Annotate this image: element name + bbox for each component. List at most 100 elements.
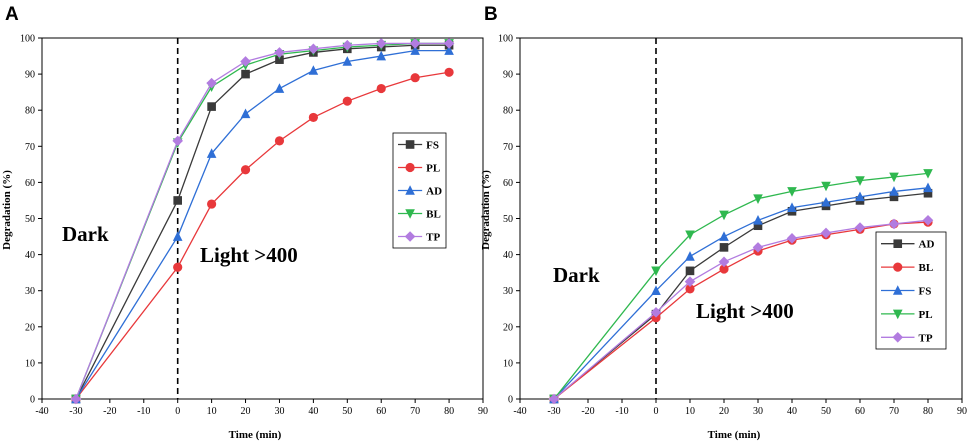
data-point <box>444 45 454 55</box>
x-tick-label: 10 <box>207 406 217 417</box>
data-point <box>752 242 764 253</box>
y-tick-label: 50 <box>503 214 513 225</box>
data-point <box>444 67 454 77</box>
x-tick-label: -20 <box>103 406 116 417</box>
legend-marker <box>405 140 415 149</box>
light-annotation: Light >400 <box>200 243 298 267</box>
x-tick-label: 10 <box>685 406 695 417</box>
light-annotation: Light >400 <box>696 299 794 323</box>
data-point <box>821 181 831 192</box>
x-tick-label: 80 <box>444 406 454 417</box>
data-point <box>240 108 251 119</box>
x-tick-label: -40 <box>35 406 48 417</box>
panel-letter: B <box>484 4 498 25</box>
data-point <box>376 83 386 94</box>
y-tick-label: 0 <box>30 395 35 406</box>
y-tick-label: 100 <box>20 34 35 45</box>
y-axis-title: Degradation (%) <box>480 170 492 250</box>
data-point <box>718 256 730 268</box>
data-point <box>548 393 560 405</box>
x-tick-label: -10 <box>137 406 150 417</box>
data-point <box>206 77 217 89</box>
data-point <box>207 102 216 111</box>
data-point <box>173 196 182 205</box>
y-tick-label: 20 <box>503 322 513 333</box>
legend-marker <box>892 285 903 295</box>
y-tick-label: 100 <box>498 34 513 45</box>
series-line <box>553 219 929 400</box>
data-point <box>685 266 695 276</box>
x-tick-label: 50 <box>342 406 352 417</box>
x-tick-label: -40 <box>513 406 526 417</box>
x-tick-label: 50 <box>821 406 831 417</box>
panel-a: A -40 -30 -20 -10 0 10 20 30 40 50 60 70 80 90 0 10 20 30 4… <box>1 4 488 441</box>
data-point <box>651 285 661 295</box>
dark-annotation: Dark <box>62 222 109 246</box>
x-tick-label: -30 <box>547 406 560 417</box>
x-tick-label: 70 <box>410 406 420 417</box>
series-tp <box>548 215 934 405</box>
data-point <box>719 264 729 274</box>
series-fs <box>549 182 933 404</box>
x-tick-label: 30 <box>274 406 284 417</box>
legend-label: TP <box>426 232 440 244</box>
data-point <box>719 243 729 252</box>
x-axis-title: Time (min) <box>229 429 282 441</box>
data-point <box>274 83 285 93</box>
data-point <box>650 307 662 318</box>
legend-marker <box>405 185 415 195</box>
data-point <box>685 251 695 261</box>
legend-label: PL <box>919 309 933 321</box>
series-line <box>553 192 929 400</box>
x-tick-label: 40 <box>308 406 318 417</box>
series-tp <box>70 38 455 405</box>
legend-marker <box>893 239 903 248</box>
y-tick-label: 90 <box>25 70 35 81</box>
data-point <box>923 169 933 179</box>
x-tick-label: -30 <box>69 406 82 417</box>
data-point <box>854 222 866 233</box>
y-tick-label: 40 <box>25 250 35 261</box>
data-point <box>855 176 865 186</box>
data-point <box>409 38 421 49</box>
data-point <box>786 233 798 244</box>
data-point <box>410 45 420 55</box>
y-tick-label: 30 <box>25 286 35 297</box>
x-tick-label: 80 <box>923 406 933 417</box>
data-point <box>342 39 353 51</box>
legend-label: AD <box>919 239 935 251</box>
data-point <box>821 196 831 207</box>
x-tick-label: 0 <box>175 406 180 417</box>
data-point <box>240 56 251 67</box>
y-tick-label: 70 <box>503 142 513 153</box>
y-tick-label: 80 <box>503 106 513 117</box>
series-line <box>75 49 450 400</box>
data-point <box>889 186 899 196</box>
data-point <box>889 192 899 202</box>
data-point <box>888 218 900 230</box>
data-point <box>207 199 217 209</box>
x-axis-title: Time (min) <box>708 429 761 441</box>
y-axis-title: Degradation (%) <box>1 170 13 250</box>
legend-marker <box>404 231 416 242</box>
data-point <box>651 313 661 323</box>
y-tick-label: 20 <box>25 322 35 333</box>
y-tick-label: 60 <box>25 178 35 189</box>
series-line <box>75 44 450 400</box>
data-point <box>274 136 285 146</box>
legend-label: FS <box>426 140 439 152</box>
data-point <box>685 284 695 294</box>
x-tick-label: -20 <box>581 406 594 417</box>
legend-label: TP <box>919 332 933 344</box>
x-tick-label: 20 <box>241 406 251 417</box>
series-line <box>553 221 929 400</box>
data-point <box>308 43 319 55</box>
legend-label: BL <box>919 262 934 274</box>
data-point <box>308 65 319 75</box>
data-point <box>70 393 82 405</box>
data-point <box>376 50 387 61</box>
y-tick-label: 10 <box>25 358 35 369</box>
y-tick-label: 0 <box>508 395 513 406</box>
data-point <box>172 231 183 241</box>
